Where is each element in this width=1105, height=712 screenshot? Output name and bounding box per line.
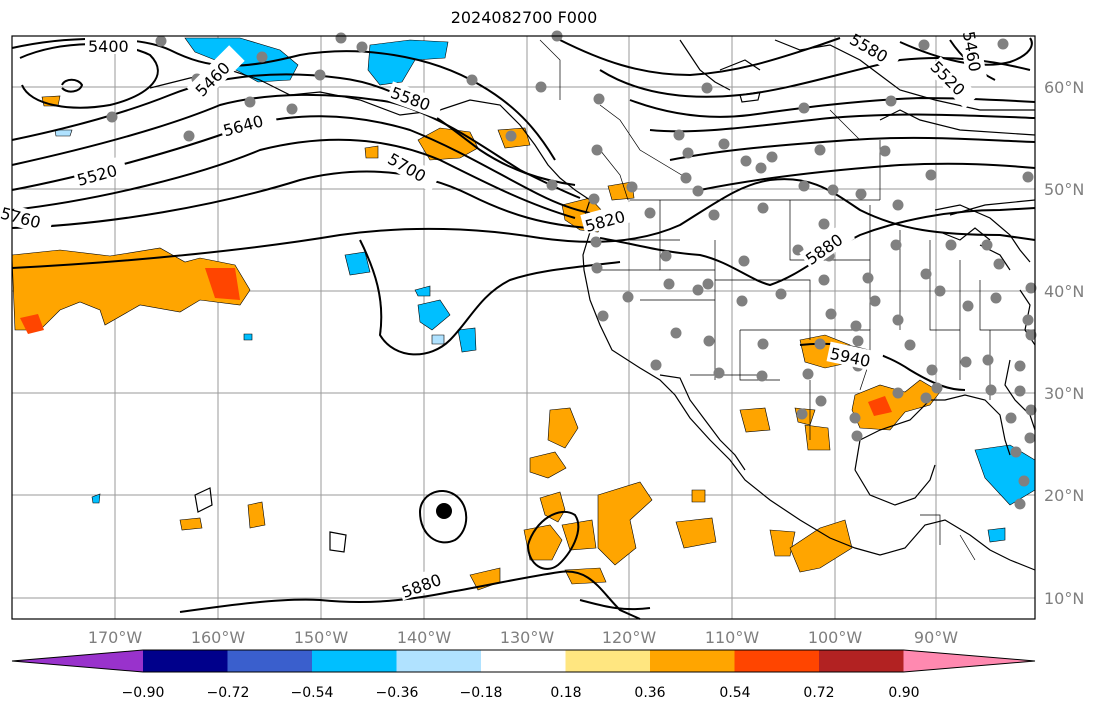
lon-tick-label: 130°W: [500, 628, 555, 647]
longitude-labels: 170°W 160°W 150°W 140°W 130°W 120°W 110°…: [88, 628, 958, 647]
lat-tick-label: 50°N: [1044, 180, 1084, 199]
colorbar-tick-label: 0.36: [634, 685, 665, 701]
colorbar-extend-low: [12, 650, 143, 672]
colorbar-segment: [565, 650, 651, 672]
lon-tick-label: 150°W: [294, 628, 349, 647]
map-title: 2024082700 F000: [450, 8, 598, 27]
lon-tick-label: 140°W: [397, 628, 452, 647]
lat-tick-label: 40°N: [1044, 282, 1084, 301]
colorbar-tick-label: −0.72: [207, 685, 250, 701]
colorbar-tick-label: −0.54: [291, 685, 334, 701]
lat-tick-label: 10°N: [1044, 589, 1084, 608]
lat-tick-label: 60°N: [1044, 78, 1084, 97]
map-panel: 5400 5460 5520 5580 5640 5700 5760 5820 …: [0, 27, 1037, 620]
colorbar-tick-label: 0.54: [719, 685, 750, 701]
lon-tick-label: 90°W: [914, 628, 958, 647]
lon-tick-label: 100°W: [808, 628, 863, 647]
lon-tick-label: 120°W: [602, 628, 657, 647]
colorbar-tick-label: −0.18: [460, 685, 503, 701]
colorbar-tick-label: −0.36: [376, 685, 419, 701]
low-center-marker: [436, 503, 452, 519]
colorbar-segment: [650, 650, 735, 672]
lon-tick-label: 170°W: [88, 628, 143, 647]
colorbar-extend-high: [903, 650, 1035, 672]
colorbar: [11, 649, 1036, 673]
colorbar-segment: [143, 650, 228, 672]
colorbar-segment: [481, 650, 566, 672]
contour-label: 5400: [88, 37, 129, 56]
colorbar-tick-label: 0.90: [888, 685, 919, 701]
station-markers: [106, 30, 1037, 510]
colorbar-tick-label: 0.72: [803, 685, 834, 701]
colorbar-tick-label: −0.90: [122, 685, 165, 701]
lon-tick-label: 110°W: [705, 628, 760, 647]
latitude-labels: 60°N 50°N 40°N 30°N 20°N 10°N: [1044, 78, 1084, 608]
colorbar-outline: [11, 649, 1036, 673]
lon-tick-label: 160°W: [191, 628, 246, 647]
colorbar-segment: [819, 650, 904, 672]
colorbar-segment: [396, 650, 482, 672]
colorbar-tick-label: 0.18: [550, 685, 581, 701]
colorbar-tick-labels: −0.90 −0.72 −0.54 −0.36 −0.18 0.18 0.36 …: [122, 685, 920, 701]
lat-tick-label: 30°N: [1044, 384, 1084, 403]
lat-tick-label: 20°N: [1044, 486, 1084, 505]
map-border: [11, 35, 1036, 620]
colorbar-segment: [734, 650, 820, 672]
colorbar-segment: [312, 650, 397, 672]
colorbar-segment: [227, 650, 313, 672]
